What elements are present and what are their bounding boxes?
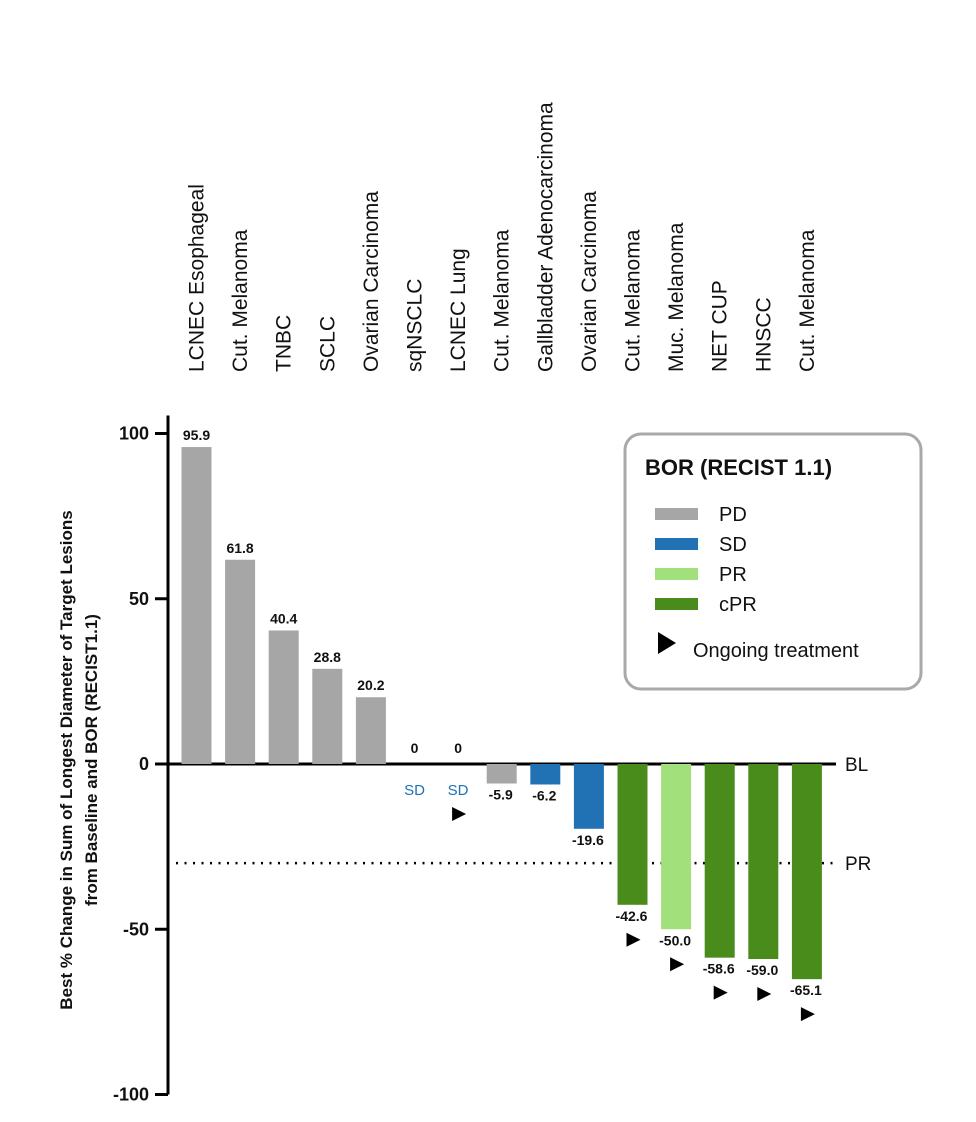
category-label: NET CUP — [709, 280, 732, 372]
bar — [181, 447, 212, 764]
value-label: -19.6 — [572, 832, 604, 848]
value-label: -50.0 — [659, 932, 691, 948]
bar — [661, 764, 692, 930]
value-label: 95.9 — [183, 427, 210, 443]
category-label: Gallbladder Adenocarcinoma — [534, 102, 557, 372]
legend-box — [623, 432, 923, 691]
bar-tag-label: SD — [404, 782, 425, 799]
ongoing-treatment-marker — [713, 985, 728, 1000]
category-labels: LCNEC Esophageal Cut. Melanoma TNBC SCLC Ova… — [186, 102, 819, 372]
ongoing-treatment-marker — [626, 932, 641, 947]
y-tick-label: 100 — [119, 424, 149, 444]
value-label: 28.8 — [314, 649, 341, 665]
y-axis-label: Best % Change in Sum of Longest Diameter… — [57, 510, 76, 1009]
value-label: -65.1 — [790, 982, 822, 998]
category-label: SCLC — [316, 316, 339, 372]
value-label: 0 — [454, 740, 462, 756]
category-label: LCNEC Esophageal — [186, 184, 209, 372]
bar — [486, 764, 517, 784]
bar-tag-label: SD — [448, 782, 469, 799]
bar — [617, 764, 648, 905]
legend-swatch — [655, 598, 698, 610]
category-label: sqNSCLC — [404, 279, 427, 372]
y-tick-label: -50 — [123, 919, 149, 939]
y-axis: 100 50 0 -50 -100 — [113, 415, 170, 1105]
legend-item-label: cPR — [719, 594, 757, 616]
category-label: Ovarian Carcinoma — [578, 191, 601, 372]
bar — [748, 764, 779, 959]
legend-item-label: PR — [719, 564, 747, 586]
bar — [268, 630, 299, 764]
category-label: Cut. Melanoma — [229, 229, 252, 372]
bar — [704, 764, 735, 958]
bar — [355, 697, 386, 764]
pr-threshold-label: PR — [845, 854, 871, 875]
legend-item-label: PD — [719, 504, 747, 526]
baseline-label: BL — [845, 755, 868, 776]
category-label: HNSCC — [752, 297, 775, 372]
ongoing-treatment-marker — [800, 1007, 815, 1022]
value-label: -5.9 — [489, 786, 513, 802]
bar — [530, 764, 561, 785]
bar — [791, 764, 822, 980]
value-label: -42.6 — [616, 908, 648, 924]
value-label: -6.2 — [532, 787, 556, 803]
value-label: 20.2 — [357, 677, 384, 693]
y-tick-label: 50 — [129, 589, 149, 609]
legend-swatch — [655, 568, 698, 580]
legend: BOR (RECIST 1.1) PD SD PR cPR Ongoing treatm… — [623, 432, 923, 691]
ongoing-treatment-marker — [670, 957, 685, 972]
y-axis-label-line2: from Baseline and BOR (RECIST1.1) — [82, 614, 101, 906]
y-tick-label: -100 — [113, 1085, 149, 1105]
ongoing-treatment-marker — [452, 807, 467, 821]
legend-swatch — [655, 538, 698, 550]
value-label: 40.4 — [270, 610, 297, 626]
category-label: Muc. Melanoma — [665, 222, 688, 372]
category-label: LCNEC Lung — [447, 248, 470, 372]
legend-ongoing-marker — [658, 632, 676, 654]
category-label: Cut. Melanoma — [491, 229, 514, 372]
bar — [573, 764, 604, 829]
legend-title: BOR (RECIST 1.1) — [645, 455, 832, 480]
bar — [225, 559, 256, 764]
y-tick-label: 0 — [139, 754, 149, 774]
category-label: TNBC — [273, 315, 296, 372]
legend-item-label: SD — [719, 534, 747, 556]
value-label: -59.0 — [746, 962, 778, 978]
category-label: Cut. Melanoma — [796, 229, 819, 372]
value-label: -58.6 — [703, 961, 735, 977]
legend-ongoing-label: Ongoing treatment — [693, 640, 859, 662]
category-label: Cut. Melanoma — [622, 229, 645, 372]
bar — [312, 668, 343, 764]
value-label: 0 — [411, 740, 419, 756]
value-label: 61.8 — [226, 540, 253, 556]
ongoing-treatment-marker — [757, 986, 772, 1001]
legend-swatch — [655, 508, 698, 520]
category-label: Ovarian Carcinoma — [360, 191, 383, 372]
bars: 95.9 61.8 40.4 28.8 20.2 0 SD 0 SD -5.9 -6.2 -19.6 -… — [181, 427, 822, 1022]
